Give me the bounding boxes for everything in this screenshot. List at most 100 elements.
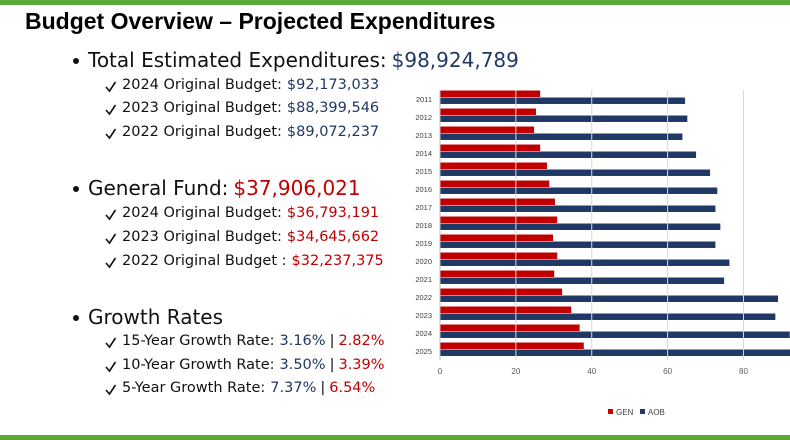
- bar: [440, 187, 718, 194]
- bar: [440, 270, 555, 277]
- bar: [440, 180, 550, 187]
- item-value-2: 6.54%: [329, 380, 376, 396]
- item-value: 3.50%: [279, 357, 326, 373]
- item-line: 2022 Original Budget : $32,237,375: [122, 253, 384, 269]
- y-tick-label: 2014: [415, 149, 432, 158]
- heading-value: $37,906,021: [233, 176, 361, 200]
- checkmark: [105, 81, 117, 93]
- checkmark: [105, 209, 117, 221]
- item-label: 2024 Original Budget:: [122, 205, 282, 221]
- bar: [440, 277, 725, 284]
- item-value-2: 3.39%: [338, 357, 385, 373]
- y-tick-label: 2025: [415, 347, 432, 356]
- x-tick-label: 80: [739, 367, 748, 376]
- bar: [440, 241, 716, 248]
- legend-swatch: [640, 409, 645, 414]
- item-label: 15-Year Growth Rate:: [122, 333, 275, 349]
- item-value-2: 2.82%: [338, 333, 385, 349]
- item-line: 2022 Original Budget: $89,072,237: [122, 124, 379, 140]
- item-line: 15-Year Growth Rate: 3.16% | 2.82%: [122, 333, 385, 349]
- legend-label: GEN: [616, 408, 634, 417]
- bar: [440, 205, 716, 212]
- bar: [440, 259, 730, 266]
- item-line: 5-Year Growth Rate: 7.37% | 6.54%: [122, 380, 375, 396]
- bullet: [73, 58, 79, 64]
- bar: [440, 349, 790, 356]
- section-heading: General Fund: $37,906,021: [88, 176, 361, 200]
- checkmark: [105, 384, 117, 396]
- bar: [440, 342, 584, 349]
- bar: [440, 169, 711, 176]
- top-band: [0, 0, 790, 5]
- heading-label: Growth Rates: [88, 305, 224, 329]
- bar: [440, 216, 558, 223]
- bar: [440, 90, 541, 97]
- y-tick-label: 2015: [415, 167, 432, 176]
- bar: [440, 234, 554, 241]
- y-tick-label: 2018: [415, 221, 432, 230]
- bullet: [73, 315, 79, 321]
- item-value: 7.37%: [270, 380, 317, 396]
- item-line: 2023 Original Budget: $34,645,662: [122, 229, 379, 245]
- item-label: 5-Year Growth Rate:: [122, 380, 266, 396]
- item-value: $89,072,237: [286, 124, 380, 140]
- item-line: 2024 Original Budget: $92,173,033: [122, 77, 379, 93]
- bullet: [73, 186, 79, 192]
- x-tick-label: 20: [511, 367, 520, 376]
- item-value: $36,793,191: [286, 205, 380, 221]
- heading-label: General Fund:: [88, 176, 229, 200]
- y-tick-label: 2011: [416, 95, 432, 104]
- item-value: $92,173,033: [286, 77, 380, 93]
- bar: [440, 151, 697, 158]
- bar: [440, 306, 572, 313]
- item-label: 10-Year Growth Rate:: [122, 357, 275, 373]
- bar: [440, 108, 536, 115]
- y-tick-label: 2021: [415, 275, 432, 284]
- bar: [440, 144, 541, 151]
- x-tick-label: 40: [587, 367, 596, 376]
- bar: [440, 324, 580, 331]
- checkmark: [105, 361, 117, 373]
- item-value: 3.16%: [279, 333, 326, 349]
- bar: [440, 115, 688, 122]
- y-tick-label: 2016: [415, 185, 432, 194]
- checkmark: [105, 257, 117, 269]
- item-value: $88,399,546: [286, 100, 380, 116]
- bar: [440, 133, 683, 140]
- bar: [440, 198, 555, 205]
- section-heading: Growth Rates: [88, 305, 223, 329]
- separator: |: [329, 333, 335, 349]
- item-line: 2023 Original Budget: $88,399,546: [122, 100, 379, 116]
- bar: [440, 252, 558, 259]
- item-line: 10-Year Growth Rate: 3.50% | 3.39%: [122, 357, 385, 373]
- separator: |: [320, 380, 326, 396]
- y-tick-label: 2017: [415, 203, 432, 212]
- y-tick-label: 2019: [415, 239, 432, 248]
- heading-value: $98,924,789: [391, 48, 519, 72]
- legend-label: AOB: [648, 408, 665, 417]
- checkmark: [105, 337, 117, 349]
- separator: |: [329, 357, 335, 373]
- checkmark: [105, 128, 117, 140]
- slide-title: Budget Overview – Projected Expenditures: [25, 8, 496, 34]
- bar: [440, 331, 790, 338]
- item-label: 2022 Original Budget:: [122, 124, 282, 140]
- item-label: 2024 Original Budget:: [122, 77, 282, 93]
- item-label: 2023 Original Budget:: [122, 100, 282, 116]
- bar: [440, 295, 778, 302]
- heading-label: Total Estimated Expenditures:: [88, 48, 387, 72]
- legend-swatch: [608, 409, 613, 414]
- bar: [440, 162, 547, 169]
- item-value: $32,237,375: [291, 253, 384, 269]
- bar: [440, 223, 721, 230]
- item-line: 2024 Original Budget: $36,793,191: [122, 205, 379, 221]
- item-value: $34,645,662: [286, 229, 380, 245]
- y-tick-label: 2013: [415, 131, 432, 140]
- y-tick-label: 2012: [415, 113, 432, 122]
- x-tick-label: 0: [438, 367, 443, 376]
- bar: [440, 97, 686, 104]
- bar: [440, 313, 776, 320]
- y-tick-label: 2022: [415, 293, 432, 302]
